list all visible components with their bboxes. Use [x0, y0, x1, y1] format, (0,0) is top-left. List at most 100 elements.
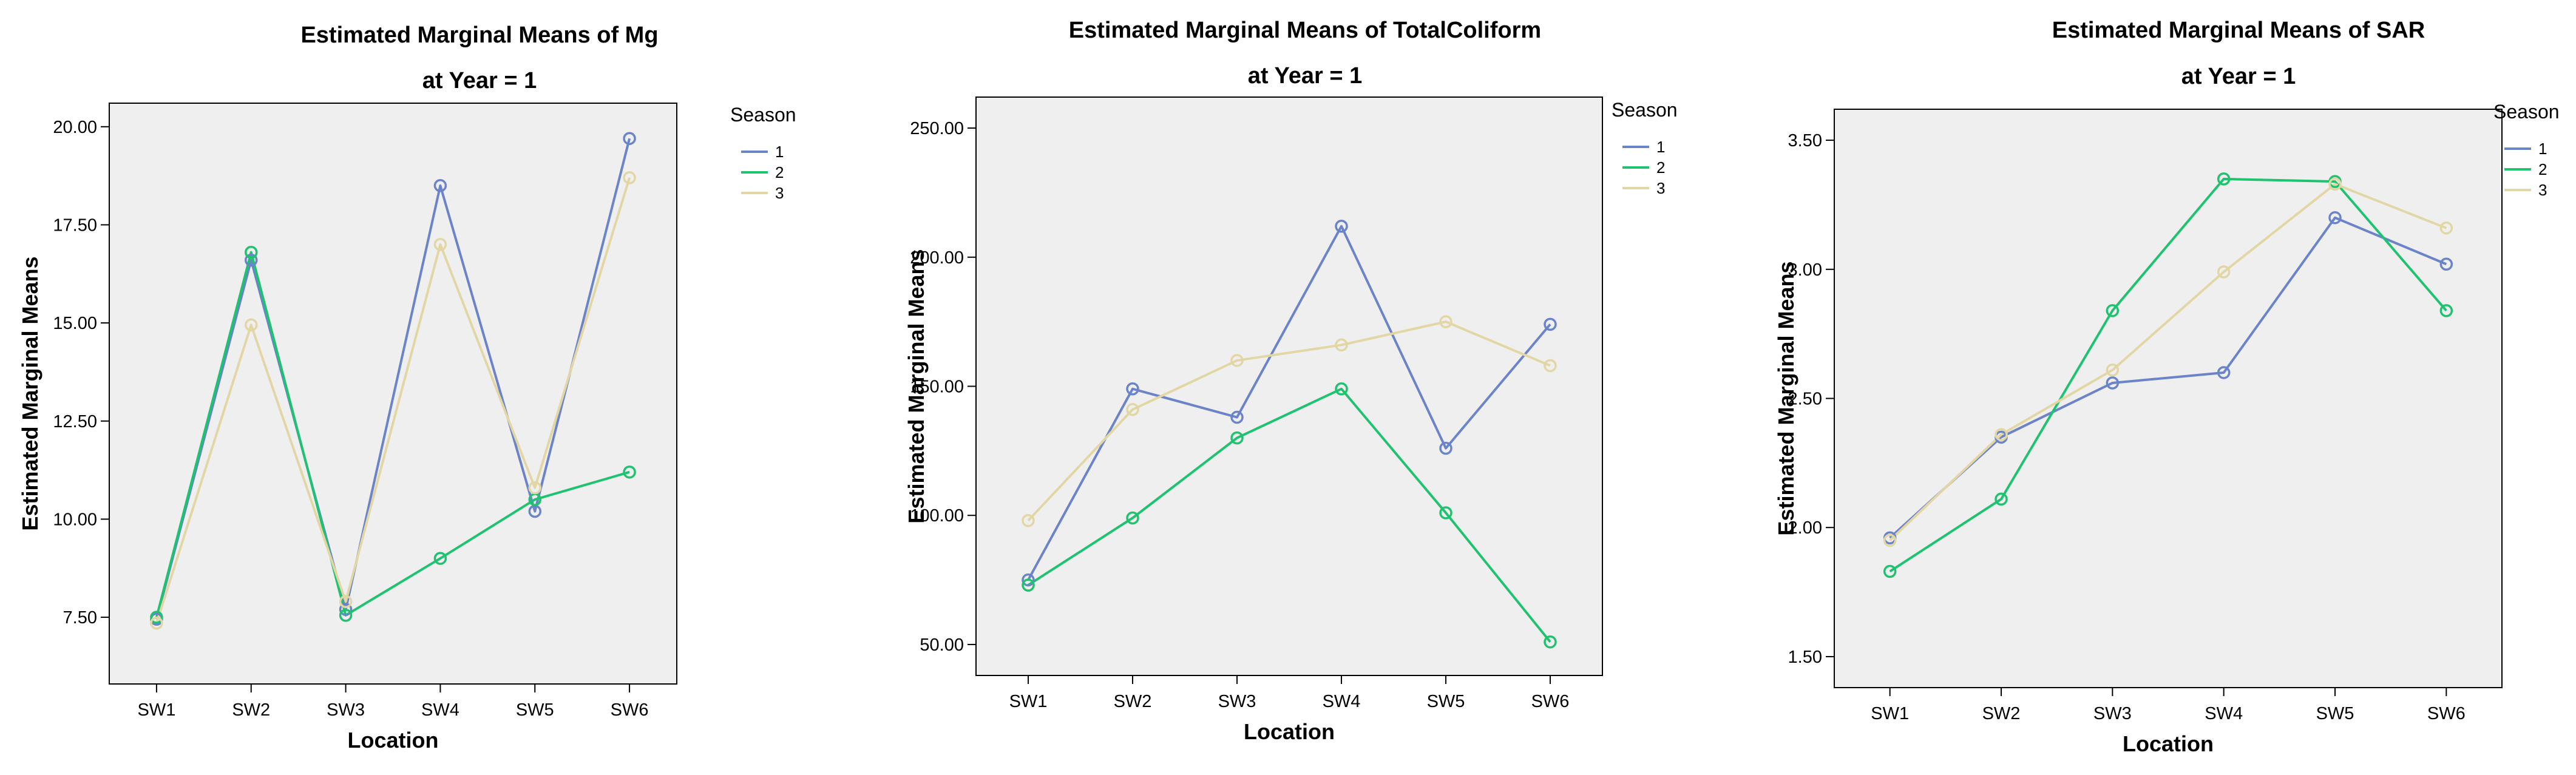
chart-title: Estimated Marginal Means of SAR — [2052, 18, 2425, 43]
data-point-s1 — [245, 253, 258, 267]
y-tick-label: 250.00 — [910, 119, 964, 138]
y-tick-label: 50.00 — [920, 635, 964, 655]
data-point-s2 — [150, 611, 163, 624]
legend-label: 1 — [775, 143, 784, 161]
data-point-s2 — [623, 465, 636, 479]
data-point-s3 — [1995, 428, 2008, 441]
data-point-s3 — [433, 238, 447, 251]
x-tick-label: SW1 — [1009, 692, 1048, 711]
series-line-3 — [1027, 320, 1551, 522]
legend-title: Season — [2493, 101, 2560, 123]
y-tick-label: 1.50 — [1788, 648, 1822, 667]
y-axis-label: Estimated Marginal Means — [18, 256, 42, 530]
legend-title: Season — [1612, 99, 1678, 121]
data-point-s3 — [2217, 265, 2231, 279]
x-tick-label: SW5 — [516, 700, 554, 720]
x-tick-label: SW4 — [1323, 692, 1361, 711]
plot-area — [1834, 109, 2503, 688]
data-point-s2 — [1335, 382, 1348, 396]
data-point-s1 — [2106, 376, 2120, 390]
data-point-s3 — [1230, 354, 1244, 367]
x-tick-label: SW6 — [1531, 692, 1570, 711]
data-point-s1 — [433, 179, 447, 192]
data-point-s1 — [1335, 219, 1348, 233]
chart-panel-sar: Estimated Marginal Means of SAR at Year =… — [1700, 0, 2576, 775]
data-point-s1 — [1230, 410, 1244, 424]
data-point-s3 — [1022, 513, 1035, 527]
data-point-s1 — [1544, 317, 1557, 331]
data-point-s2 — [2439, 304, 2453, 317]
data-point-s1 — [2217, 366, 2231, 379]
y-tick-label: 12.50 — [53, 412, 97, 431]
data-point-s3 — [339, 595, 353, 608]
x-tick-label: SW5 — [1427, 692, 1465, 711]
data-point-s1 — [623, 132, 636, 145]
y-tick-label: 150.00 — [910, 377, 964, 397]
data-point-s2 — [339, 609, 353, 622]
data-point-s2 — [1126, 511, 1139, 525]
data-point-s3 — [2328, 177, 2342, 191]
data-point-s3 — [2106, 363, 2120, 377]
series-line-1 — [1889, 216, 2447, 539]
legend-label: 3 — [2538, 181, 2547, 199]
data-point-s1 — [2439, 257, 2453, 271]
data-point-s2 — [1230, 431, 1244, 445]
x-tick-label: SW2 — [1982, 704, 2021, 723]
y-tick-label: 15.00 — [53, 314, 97, 333]
x-tick-label: SW3 — [2093, 704, 2132, 723]
chart-panel-mg: Estimated Marginal Means of Mg at Year = … — [0, 0, 850, 775]
data-point-s3 — [1544, 359, 1557, 373]
series-line-1 — [155, 138, 631, 620]
data-point-s2 — [1439, 506, 1452, 519]
legend-title: Season — [730, 104, 796, 126]
data-point-s3 — [623, 171, 636, 184]
chart-subtitle: at Year = 1 — [2181, 64, 2296, 89]
series-line-2 — [1889, 177, 2447, 573]
x-tick-label: SW3 — [327, 700, 365, 720]
data-point-s2 — [1022, 578, 1035, 592]
series-line-3 — [155, 177, 631, 624]
x-tick-label: SW4 — [2205, 704, 2243, 723]
series-line-3 — [1889, 183, 2447, 541]
series-line-2 — [155, 251, 630, 618]
data-point-s3 — [1883, 533, 1897, 547]
x-tick-label: SW5 — [2316, 704, 2354, 723]
y-tick-label: 20.00 — [53, 118, 97, 137]
x-tick-label: SW3 — [1218, 692, 1256, 711]
x-axis-label: Location — [1244, 719, 1335, 744]
data-point-s1 — [2328, 211, 2342, 225]
data-point-s2 — [1544, 635, 1557, 649]
x-tick-label: SW6 — [611, 700, 649, 720]
y-tick-label: 200.00 — [910, 248, 964, 268]
y-tick-label: 7.50 — [63, 608, 97, 628]
series-line-2 — [1027, 387, 1551, 643]
x-tick-label: SW1 — [137, 700, 175, 720]
y-tick-label: 2.50 — [1788, 390, 1822, 409]
data-point-s2 — [433, 552, 447, 565]
data-point-s3 — [245, 318, 258, 332]
y-axis-label: Estimated Marginal Means — [1774, 261, 1798, 535]
chart-totalcoliform: Estimated Marginal Means of TotalColifor… — [904, 18, 1678, 744]
data-point-s1 — [1439, 441, 1452, 455]
y-tick-label: 17.50 — [53, 215, 97, 235]
data-point-s2 — [2106, 304, 2120, 317]
chart-panel-totalcoliform: Estimated Marginal Means of TotalColifor… — [850, 0, 1700, 775]
data-point-s3 — [1126, 403, 1139, 416]
chart-subtitle: at Year = 1 — [1248, 63, 1362, 89]
x-tick-label: SW6 — [2427, 704, 2466, 723]
data-point-s3 — [528, 481, 541, 495]
x-tick-label: SW2 — [232, 700, 270, 720]
data-point-s3 — [2439, 221, 2453, 235]
legend-label: 2 — [1656, 158, 1665, 177]
data-point-s3 — [1439, 315, 1452, 328]
legend-label: 2 — [2538, 160, 2547, 178]
legend-label: 1 — [1656, 138, 1665, 156]
legend-label: 2 — [775, 163, 784, 181]
chart-title: Estimated Marginal Means of Mg — [300, 22, 658, 48]
legend-label: 3 — [1656, 179, 1665, 197]
data-point-s3 — [1335, 338, 1348, 352]
series-line-1 — [1027, 225, 1551, 581]
data-point-s1 — [339, 603, 353, 616]
chart-subtitle: at Year = 1 — [422, 68, 537, 93]
y-tick-label: 10.00 — [53, 510, 97, 529]
